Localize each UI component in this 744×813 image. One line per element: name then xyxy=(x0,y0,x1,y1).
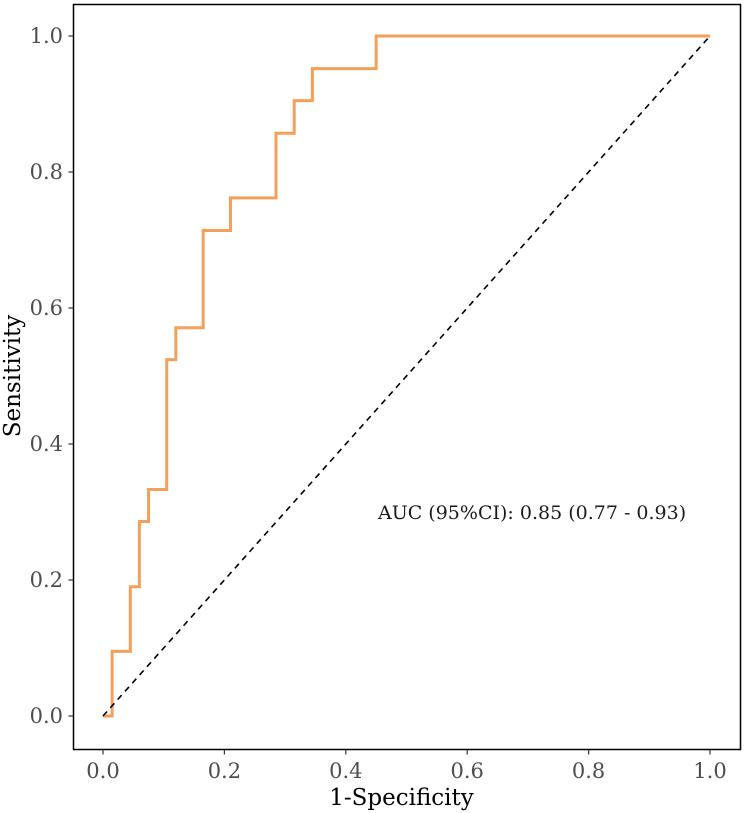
roc-curve-line xyxy=(103,34,710,718)
y-tick-label: 0.2 xyxy=(30,568,63,592)
y-axis-title: Sensitivity xyxy=(0,315,26,438)
x-tick-label: 0.4 xyxy=(329,759,362,783)
x-tick-label: 1.0 xyxy=(693,759,726,783)
y-tick-label: 0.8 xyxy=(30,160,63,184)
x-tick-label: 0.6 xyxy=(450,759,483,783)
x-tick-label: 0.8 xyxy=(572,759,605,783)
y-tick-label: 1.0 xyxy=(30,24,63,48)
x-axis-title: 1-Specificity xyxy=(329,785,474,811)
y-tick-label: 0.6 xyxy=(30,296,63,320)
y-tick-label: 0.4 xyxy=(30,432,63,456)
plot-series xyxy=(102,34,711,718)
y-tick-label: 0.0 xyxy=(30,704,63,728)
plot-panel-border xyxy=(72,3,742,751)
plot-labels: 0.0 0.2 0.4 0.6 0.8 1.0 0.0 0.2 0.4 0.6 0.8 1.0 AUC … xyxy=(0,24,727,811)
x-tick-label: 0.2 xyxy=(208,759,241,783)
x-tick-label: 0.0 xyxy=(86,759,119,783)
reference-diagonal-line xyxy=(102,35,711,717)
axis-ticks xyxy=(68,35,711,755)
auc-annotation: AUC (95%CI): 0.85 (0.77 - 0.93) xyxy=(377,502,686,524)
